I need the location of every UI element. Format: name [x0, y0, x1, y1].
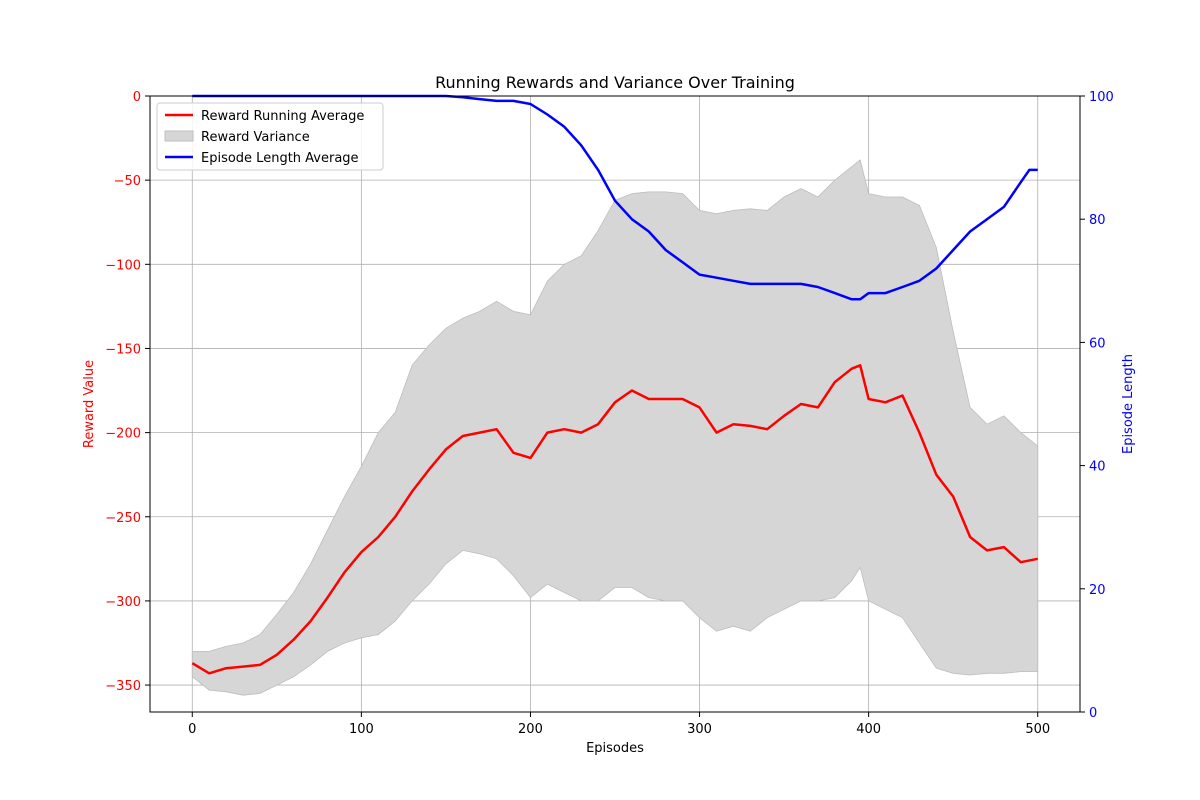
x-tick-label: 100 [349, 722, 374, 737]
variance-band [191, 159, 1039, 696]
legend: Reward Running Average Reward Variance E… [156, 102, 384, 171]
legend-label-reward: Reward Running Average [201, 109, 364, 124]
y2-axis-label: Episode Length [1121, 354, 1136, 454]
y-tick-label: −50 [114, 174, 141, 189]
x-axis-label: Episodes [586, 741, 644, 756]
y-tick-label: −200 [105, 427, 141, 442]
y2-tick-label: 40 [1089, 460, 1106, 475]
x-tick-label: 0 [188, 722, 196, 737]
reward-running-average-line [191, 364, 1038, 675]
y2-tick-label: 80 [1089, 213, 1106, 228]
x-tick-label: 400 [856, 722, 881, 737]
x-tick-label: 500 [1025, 722, 1050, 737]
y-axis-label: Reward Value [82, 360, 97, 448]
chart-title: Running Rewards and Variance Over Traini… [435, 73, 795, 92]
y2-tick-label: 60 [1089, 336, 1106, 351]
y2-tick-label: 20 [1089, 583, 1106, 598]
y-tick-label: −100 [105, 258, 141, 273]
x-tick-label: 300 [687, 722, 712, 737]
legend-label-length: Episode Length Average [201, 151, 359, 166]
y2-tick-label: 100 [1089, 90, 1114, 105]
y2-tick-label: 0 [1089, 706, 1097, 721]
legend-box [156, 102, 384, 171]
variance-band-layer [191, 159, 1039, 696]
y-tick-label: −350 [105, 679, 141, 694]
y-tick-label: −250 [105, 511, 141, 526]
episode-length-average-line [192, 94, 1038, 301]
y-tick-label: −300 [105, 595, 141, 610]
axes: 0 100 200 300 400 5000−50−100−150−200−250−300… [105, 90, 1114, 737]
y-tick-label: −150 [105, 342, 141, 357]
legend-swatch-variance [164, 130, 194, 142]
plot-frame [149, 95, 1081, 713]
x-tick-label: 200 [518, 722, 543, 737]
series-lines-layer [191, 94, 1038, 675]
legend-label-variance: Reward Variance [201, 130, 310, 145]
y-tick-label: 0 [133, 90, 141, 105]
